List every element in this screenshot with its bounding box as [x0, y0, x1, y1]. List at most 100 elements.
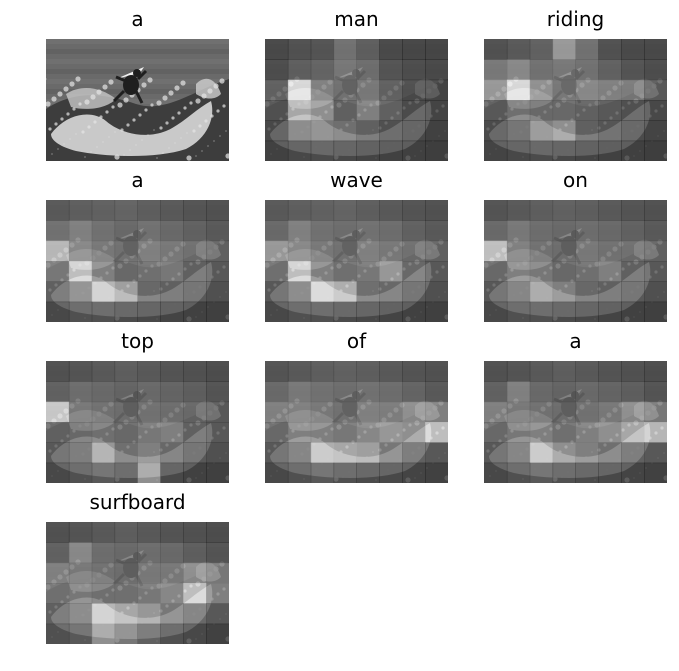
attention-cell	[114, 220, 138, 242]
attention-cell	[333, 301, 357, 322]
attention-map	[484, 361, 667, 483]
attention-cell	[310, 120, 335, 142]
attention-cell	[621, 401, 645, 423]
attention-cell	[529, 301, 554, 322]
attention-cell	[206, 261, 229, 282]
attention-cell	[160, 200, 184, 221]
attention-cell	[46, 583, 70, 604]
attention-cell	[333, 361, 357, 382]
attention-cell	[114, 261, 138, 282]
attention-cell	[644, 120, 667, 142]
attention-cell	[425, 401, 448, 423]
attention-cell	[356, 100, 380, 121]
attention-cell	[356, 301, 380, 322]
attention-cell	[265, 79, 289, 101]
attention-cell	[529, 442, 554, 464]
attention-cell	[137, 462, 161, 483]
attention-cell	[621, 422, 645, 443]
attention-cell	[425, 39, 448, 60]
attention-cell	[379, 120, 403, 142]
attention-cell	[287, 59, 312, 81]
attention-cell	[287, 361, 312, 382]
attention-cell	[46, 220, 70, 242]
attention-cell	[484, 301, 508, 322]
attention-cell	[484, 79, 508, 101]
attention-cell	[425, 261, 448, 282]
attention-map	[265, 361, 448, 483]
attention-cell	[598, 401, 622, 423]
attention-cell	[183, 261, 207, 282]
attention-cell	[402, 120, 426, 142]
attention-cell	[529, 462, 554, 483]
attention-cell	[402, 59, 426, 81]
attention-cell	[356, 381, 380, 403]
attention-cell	[644, 422, 667, 443]
attention-cell	[402, 361, 426, 382]
attention-cell	[91, 623, 116, 644]
attention-cell	[137, 361, 161, 382]
attention-cell	[402, 39, 426, 60]
attention-cell	[160, 462, 184, 483]
attention-cell	[484, 442, 508, 464]
attention-cell	[265, 140, 289, 161]
attention-cell	[379, 39, 403, 60]
attention-cell	[484, 422, 508, 443]
attention-cell	[356, 59, 380, 81]
attention-cell	[114, 401, 138, 423]
attention-cell	[598, 240, 622, 262]
attention-map	[265, 200, 448, 322]
attention-cell	[333, 220, 357, 242]
attention-cell	[529, 261, 554, 282]
attention-cell	[552, 361, 576, 382]
attention-cell	[552, 220, 576, 242]
attention-cell	[137, 562, 161, 584]
attention-cell	[598, 261, 622, 282]
attention-cell	[552, 79, 576, 101]
attention-cell	[621, 301, 645, 322]
attention-cell	[68, 522, 93, 543]
attention-cell	[183, 462, 207, 483]
attention-cell	[506, 422, 531, 443]
attention-cell	[644, 200, 667, 221]
attention-cell	[265, 401, 289, 423]
attention-cell	[333, 462, 357, 483]
attention-cell	[425, 240, 448, 262]
attention-cell	[425, 200, 448, 221]
attention-cell	[598, 462, 622, 483]
attention-cell	[68, 422, 93, 443]
attention-cell	[91, 422, 116, 443]
attention-cell	[114, 442, 138, 464]
attention-cell	[333, 261, 357, 282]
attention-cell	[379, 442, 403, 464]
attention-cell	[402, 301, 426, 322]
attention-cell	[265, 361, 289, 382]
attention-cell	[379, 261, 403, 282]
attention-cell	[310, 281, 335, 303]
attention-cell	[206, 200, 229, 221]
attention-cell	[310, 442, 335, 464]
attention-cell	[91, 562, 116, 584]
attention-cell	[265, 462, 289, 483]
attention-cell	[310, 261, 335, 282]
attention-cell	[552, 100, 576, 121]
attention-cell	[484, 220, 508, 242]
attention-cell	[552, 301, 576, 322]
attention-cell	[160, 381, 184, 403]
attention-map	[46, 200, 229, 322]
panel-word: a	[131, 168, 144, 192]
attention-cell	[529, 200, 554, 221]
attention-cell	[160, 301, 184, 322]
attention-cell	[91, 462, 116, 483]
attention-cell	[206, 442, 229, 464]
attention-cell	[529, 422, 554, 443]
attention-cell	[356, 361, 380, 382]
attention-cell	[160, 261, 184, 282]
attention-cell	[91, 583, 116, 604]
attention-cell	[310, 39, 335, 60]
attention-cell	[114, 522, 138, 543]
attention-cell	[621, 100, 645, 121]
attention-cell	[621, 79, 645, 101]
attention-cell	[68, 462, 93, 483]
attention-cell	[183, 562, 207, 584]
attention-cell	[356, 140, 380, 161]
